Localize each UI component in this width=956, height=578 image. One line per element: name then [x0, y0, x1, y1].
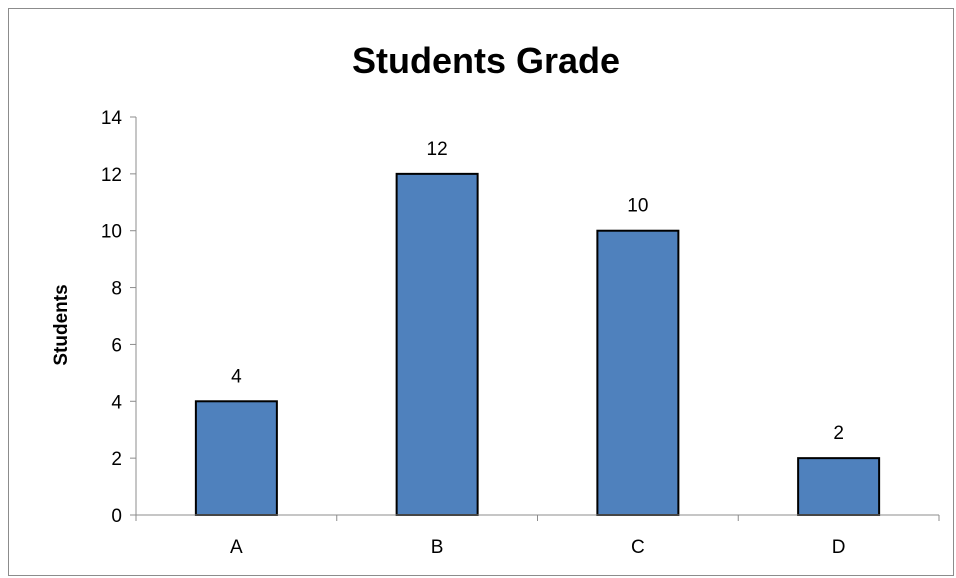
x-tick-label: A [230, 537, 243, 558]
data-label: 12 [427, 139, 448, 160]
bar-a [194, 400, 278, 516]
y-tick-label: 10 [101, 222, 122, 243]
y-tick-label: 12 [101, 165, 122, 186]
data-label: 4 [231, 366, 242, 387]
y-tick-label: 6 [111, 335, 122, 356]
x-tick-label: C [631, 537, 645, 558]
y-tick-label: 2 [111, 449, 122, 470]
chart-title: Students Grade [352, 40, 620, 81]
x-tick-label: D [832, 537, 846, 558]
data-label: 10 [627, 196, 648, 217]
y-tick-label: 8 [111, 279, 122, 300]
chart-frame: Students Grade Students 0 2 4 6 8 10 12 14 4 12 1… [8, 8, 954, 576]
bar-c [596, 229, 680, 516]
data-label: 2 [833, 423, 844, 444]
x-axis: A B C D [135, 514, 940, 558]
y-axis: 0 2 4 6 8 10 12 14 [101, 108, 137, 527]
y-tick-label: 14 [101, 108, 123, 129]
bar-chart: Students Grade Students 0 2 4 6 8 10 12 14 4 12 1… [51, 40, 940, 558]
bar-d [797, 457, 881, 516]
y-tick-label: 4 [111, 392, 122, 413]
y-axis-label: Students [51, 284, 72, 365]
y-tick-label: 0 [111, 506, 122, 527]
x-tick-label: B [431, 537, 444, 558]
bars: 4 12 10 2 [194, 139, 881, 516]
bar-b [395, 172, 479, 516]
